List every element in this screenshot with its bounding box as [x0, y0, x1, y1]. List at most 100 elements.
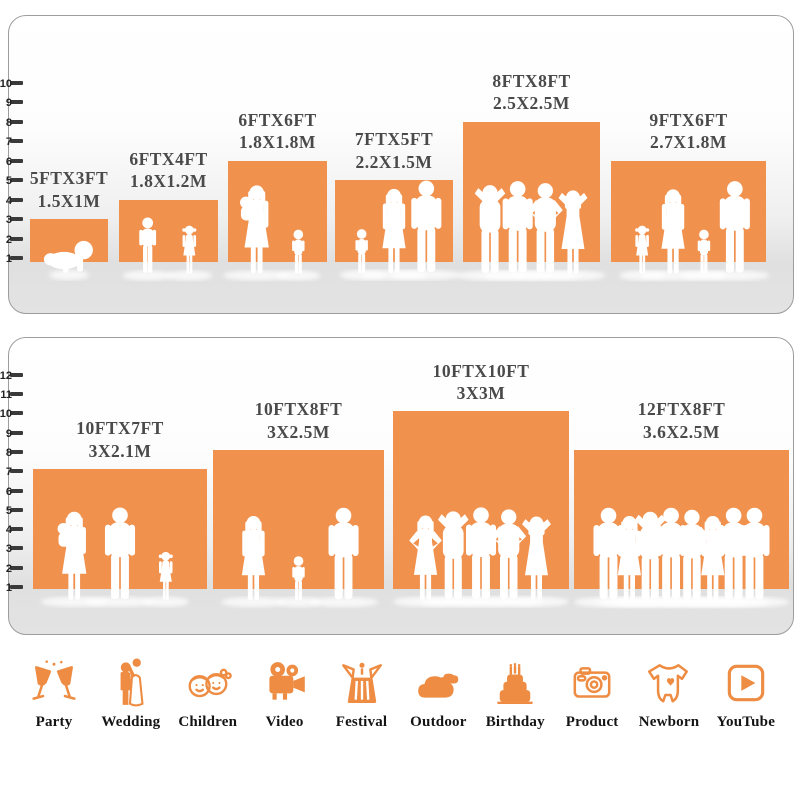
category-children: Children: [170, 658, 246, 731]
person-silhouette-woman: [701, 515, 725, 601]
size-meters-text: 3X3M: [456, 382, 506, 403]
backdrop-bar-8ftx8ft: 8FTX8FT 2.5X2.5M: [456, 71, 606, 280]
ruler-tick-mark: [10, 469, 23, 474]
figure-shadow: [483, 270, 553, 280]
figure-shadow: [640, 270, 706, 280]
size-feet-text: 8FTX8FT: [492, 70, 571, 91]
ruler-tick-label: 9: [5, 97, 12, 109]
person-silhouette-woman-baby: [240, 184, 269, 274]
person-silhouette-man: [465, 507, 497, 600]
ruler-tick-label: 3: [5, 543, 12, 556]
ruler-tick-label: 12: [0, 369, 12, 382]
category-product: Product: [554, 658, 630, 731]
figure-shadow: [504, 596, 569, 607]
size-meters-text: 1.8X1.8M: [239, 132, 316, 153]
birthday-icon: [497, 663, 534, 704]
ruler-tick-label: 6: [5, 485, 12, 498]
backdrop-bar-9ftx6ft: 9FTX6FT 2.7X1.8M: [611, 110, 770, 280]
figure-shadow: [511, 270, 580, 280]
figure-shadow: [456, 270, 524, 280]
figure-shadow: [699, 596, 769, 607]
figure-shadow: [122, 270, 173, 280]
person-silhouette-man-hips: [491, 509, 527, 600]
figure-shadow: [681, 270, 726, 280]
ruler-tick-mark: [10, 565, 23, 570]
figure-shadow: [276, 270, 321, 280]
backdrop-bar-6ftx4ft: 6FTX4FT 1.8X1.2M: [119, 149, 218, 280]
backdrop-bar-6ftx6ft: 6FTX6FT 1.8X1.8M: [223, 110, 327, 280]
backdrop-size-label: 6FTX4FT 1.8X1.2M: [129, 148, 207, 193]
figure-shadow: [391, 270, 461, 280]
figure-shadow: [142, 596, 189, 607]
figure-shadow: [616, 596, 684, 607]
category-label: Newborn: [638, 714, 700, 730]
category-outdoor: Outdoor: [400, 658, 476, 731]
person-silhouette-woman-pose: [522, 516, 551, 601]
person-silhouette-man: [719, 180, 750, 273]
figure-shadow: [574, 596, 643, 607]
figure-shadow: [49, 270, 89, 280]
category-birthday: Birthday: [477, 658, 553, 731]
backdrop-size-label: 8FTX8FT 2.5X2.5M: [492, 70, 570, 115]
category-video: Video: [247, 658, 323, 731]
ruler-tick-label: 2: [5, 233, 12, 246]
figure-shadow: [636, 596, 706, 607]
category-festival: Festival: [324, 658, 400, 731]
outdoor-icon: [418, 673, 459, 698]
figure-shadow: [658, 596, 726, 607]
ruler-tick-mark: [10, 449, 23, 454]
people-silhouettes: [619, 180, 770, 280]
category-label: Video: [265, 714, 304, 730]
person-silhouette-woman: [382, 188, 406, 274]
panel-medium-sizes: 1 2 3 4 5 6 7 8 9 10 11 12 10FTX7FT 3X2.1M 10FTX8FT 3X2…: [0, 337, 794, 635]
ruler-tick-label: 10: [0, 408, 12, 421]
ruler-tick-mark: [10, 430, 23, 435]
category-label: YouTube: [716, 714, 776, 730]
person-silhouette-woman-baby: [57, 511, 87, 601]
ruler-tick-label: 5: [5, 504, 12, 517]
category-youtube: YouTube: [708, 658, 784, 731]
figure-shadow: [361, 270, 427, 280]
size-meters-text: 3X2.5M: [267, 421, 330, 442]
size-feet-text: 6FTX4FT: [129, 148, 208, 169]
category-label: Outdoor: [410, 714, 467, 730]
person-silhouette-girl: [182, 225, 197, 273]
ruler-tick-label: 1: [5, 253, 12, 265]
festival-icon: [341, 662, 382, 703]
category-label: Product: [565, 714, 619, 730]
person-silhouette-man: [656, 507, 687, 600]
size-feet-text: 6FTX6FT: [238, 109, 317, 130]
backdrop-bar-10ftx7ft: 10FTX7FT 3X2.1M: [33, 418, 207, 607]
size-feet-text: 10FTX8FT: [254, 399, 343, 420]
backdrop-bar-5ftx3ft: 5FTX3FT 1.5X1M: [30, 168, 108, 280]
person-silhouette-toddler: [355, 229, 368, 274]
person-silhouette-girl: [158, 552, 173, 600]
size-meters-text: 2.2X1.5M: [355, 151, 433, 172]
people-silhouettes: [223, 184, 321, 280]
person-silhouette-man: [104, 507, 136, 600]
size-feet-text: 7FTX5FT: [354, 129, 434, 150]
size-feet-text: 12FTX8FT: [637, 399, 726, 420]
figure-shadow: [276, 596, 321, 607]
people-silhouettes: [221, 507, 378, 607]
figure-shadow: [720, 596, 789, 607]
ruler-tick-label: 4: [5, 524, 12, 537]
ruler-tick-mark: [10, 372, 23, 377]
figure-shadow: [393, 596, 458, 607]
person-silhouette-baby-crawl: [43, 240, 93, 273]
panel-small-sizes: 1 2 3 4 5 6 7 8 9 10 5FTX3FT 1.5X1M 6FTX4FT 1.8X1.2M 6…: [0, 15, 794, 314]
figure-shadow: [309, 596, 378, 607]
size-meters-text: 3X2.1M: [88, 440, 152, 461]
person-silhouette-woman-pose: [558, 189, 588, 274]
ruler-tick-mark: [10, 178, 23, 182]
ruler-tick-mark: [10, 217, 23, 221]
ruler-tick-label: 8: [5, 116, 12, 129]
ruler-tick-label: 11: [0, 389, 12, 401]
party-icon: [32, 660, 76, 700]
youtube-icon: [727, 664, 765, 702]
backdrop-size-label: 5FTX3FT 1.5X1M: [30, 167, 108, 212]
ruler-tick-mark: [10, 236, 23, 241]
backdrop-size-label: 7FTX5FT 2.2X1.5M: [355, 128, 433, 173]
ruler-tick-mark: [10, 100, 23, 104]
person-silhouette-man: [502, 180, 533, 273]
